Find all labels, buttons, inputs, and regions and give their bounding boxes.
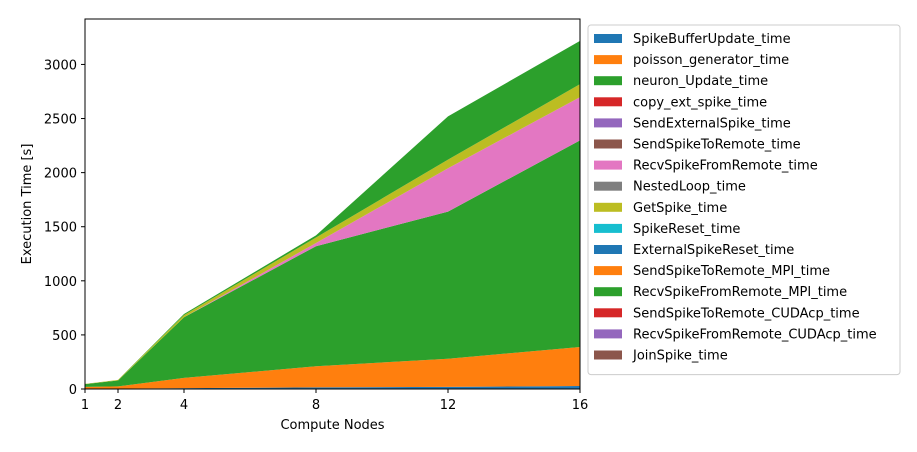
legend-label: poisson_generator_time — [633, 53, 789, 68]
legend-swatch — [594, 160, 622, 170]
legend-swatch — [594, 139, 622, 149]
legend: SpikeBufferUpdate_time poisson_generator_… — [587, 24, 901, 376]
y-tick-label: 1500 — [44, 221, 77, 236]
y-axis: 0 500 1000 1500 2000 2500 3000 — [44, 58, 85, 398]
legend-swatch — [594, 55, 622, 65]
x-tick-label: 1 — [81, 398, 89, 413]
legend-label: GetSpike_time — [633, 201, 727, 216]
y-tick-label: 2000 — [44, 167, 77, 182]
legend-swatch — [594, 287, 622, 297]
legend-swatch — [594, 266, 622, 276]
legend-label: SendSpikeToRemote_time — [633, 138, 801, 153]
legend-swatch — [594, 308, 622, 318]
x-tick-label: 2 — [114, 398, 122, 413]
legend-label: ExternalSpikeReset_time — [633, 243, 794, 258]
legend-label: neuron_Update_time — [633, 74, 768, 89]
area-poisson-generator-time — [85, 347, 580, 389]
x-tick-label: 12 — [440, 398, 457, 413]
legend-frame — [587, 24, 901, 376]
area-getspike-time — [85, 84, 580, 385]
legend-swatch — [594, 202, 622, 212]
legend-swatch — [594, 118, 622, 128]
legend-label: SendExternalSpike_time — [633, 116, 791, 131]
legend-label: SendSpikeToRemote_CUDAcp_time — [633, 306, 860, 321]
y-tick-label: 0 — [69, 383, 77, 398]
legend-swatch — [594, 329, 622, 339]
legend-label: NestedLoop_time — [633, 180, 746, 195]
x-tick-label: 16 — [572, 398, 589, 413]
legend-swatch — [594, 245, 622, 254]
legend-label: RecvSpikeFromRemote_time — [633, 159, 818, 174]
legend-label: SpikeReset_time — [633, 222, 740, 237]
legend-swatch — [594, 223, 622, 233]
area-neuron-update-time — [85, 140, 580, 387]
legend-swatch — [594, 97, 622, 107]
area-recvspikefromremote-mpi-time — [85, 40, 580, 384]
y-tick-label: 2500 — [44, 113, 77, 128]
area-recvspikefromremote-time — [85, 97, 580, 385]
legend-label: SpikeBufferUpdate_time — [633, 32, 791, 47]
x-axis: 1 2 4 8 12 16 — [81, 389, 588, 413]
legend-swatch — [594, 76, 622, 86]
legend-label: RecvSpikeFromRemote_CUDAcp_time — [633, 327, 877, 342]
y-tick-label: 3000 — [44, 58, 77, 73]
x-tick-label: 8 — [312, 398, 320, 413]
area-spikebufferupdate-time — [85, 385, 580, 389]
plot-frame — [84, 18, 581, 390]
area-series-group — [85, 40, 580, 389]
legend-label: RecvSpikeFromRemote_MPI_time — [633, 285, 847, 300]
x-tick-label: 4 — [180, 398, 188, 413]
y-axis-label: Execution Time [s] — [20, 144, 35, 265]
legend-swatch — [594, 181, 622, 191]
legend-swatch — [594, 350, 622, 360]
y-tick-label: 1000 — [44, 275, 77, 290]
x-axis-label: Compute Nodes — [280, 418, 384, 433]
legend-label: copy_ext_spike_time — [633, 95, 767, 110]
legend-swatch — [594, 34, 622, 43]
legend-label: SendSpikeToRemote_MPI_time — [633, 264, 830, 279]
y-tick-label: 500 — [52, 329, 77, 344]
legend-label: JoinSpike_time — [632, 349, 728, 364]
